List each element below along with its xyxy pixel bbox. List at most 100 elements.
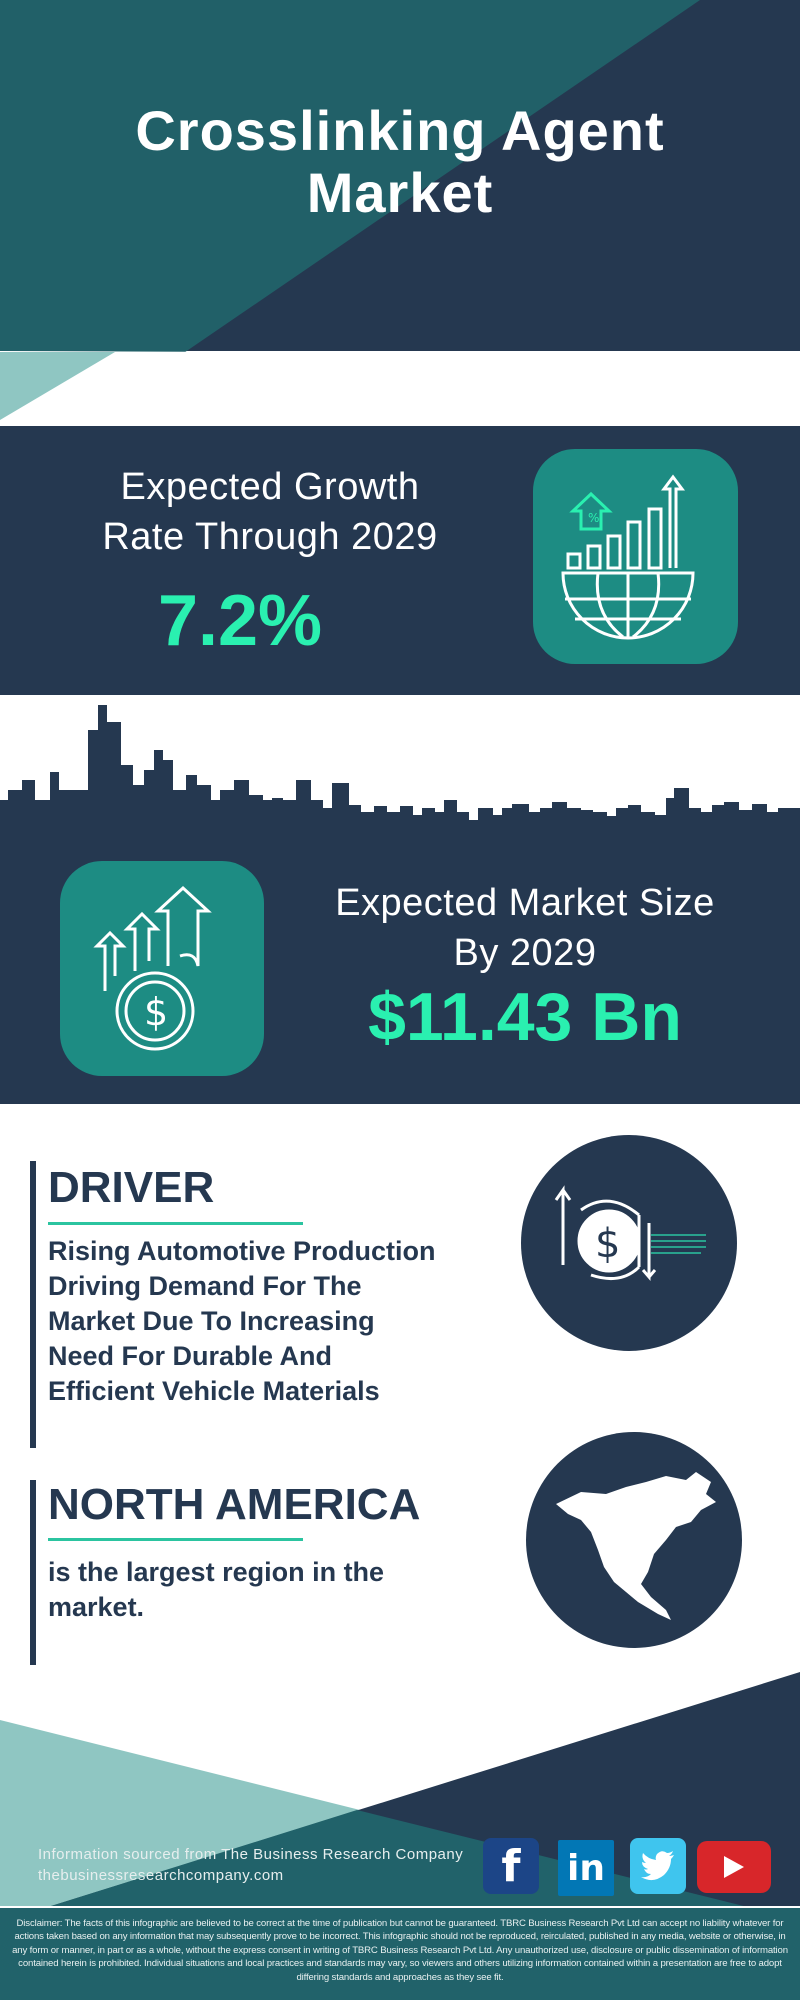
skyline-building: [752, 804, 767, 842]
skyline-building: [412, 815, 423, 842]
skyline-building: [456, 812, 469, 842]
skyline-building: [468, 820, 479, 842]
market-size-icon-box: $: [60, 861, 264, 1076]
skyline-building: [606, 816, 617, 842]
skyline-building: [162, 760, 173, 842]
title-line-1: Crosslinking Agent: [135, 99, 665, 162]
skyline-building: [374, 806, 387, 842]
source-url-link[interactable]: thebusinessresearchcompany.com: [38, 1867, 284, 1884]
region-icon-circle: [526, 1432, 742, 1648]
driver-text: Rising Automotive Production Driving Dem…: [48, 1234, 488, 1409]
skyline-building: [196, 785, 211, 842]
region-underline: [48, 1538, 303, 1541]
skyline-building: [688, 808, 701, 842]
skyline-building: [310, 800, 323, 842]
driver-accent-bar: [30, 1161, 36, 1448]
skyline-building: [34, 800, 51, 842]
driver-underline: [48, 1222, 303, 1225]
youtube-icon[interactable]: [697, 1841, 771, 1893]
twitter-bird-glyph: [641, 1851, 674, 1881]
skyline-building: [766, 812, 779, 842]
skyline-building: [422, 808, 435, 842]
skyline-building: [492, 815, 503, 842]
skyline-building: [348, 805, 361, 842]
skyline-building: [120, 765, 133, 842]
region-accent-bar: [30, 1480, 36, 1665]
skyline-building: [528, 812, 541, 842]
skyline-building: [272, 798, 283, 842]
skyline-building: [98, 705, 107, 842]
svg-text:$: $: [144, 990, 168, 1034]
skyline-building: [248, 795, 263, 842]
title-line-2: Market: [306, 161, 494, 224]
growth-icon-box: %: [533, 449, 738, 664]
market-size-label: Expected Market Size By 2029: [290, 878, 760, 978]
skyline-building: [700, 812, 713, 842]
skyline-building: [282, 800, 297, 842]
north-america-map-icon: [556, 1472, 716, 1620]
page-title: Crosslinking Agent Market: [0, 100, 800, 224]
skyline-building: [220, 790, 235, 842]
market-size-label-line-1: Expected Market Size: [335, 882, 715, 924]
play-glyph: [724, 1856, 744, 1878]
skyline-building: [8, 790, 23, 842]
growth-label-line-2: Rate Through 2029: [102, 516, 438, 558]
facebook-icon[interactable]: f: [483, 1838, 539, 1894]
skyline-building: [478, 808, 493, 842]
skyline-building: [154, 750, 163, 842]
skyline-building: [616, 808, 629, 842]
skyline-building: [778, 808, 800, 842]
skyline-building: [592, 812, 607, 842]
skyline-building: [552, 802, 567, 842]
skyline-building: [444, 800, 457, 842]
skyline-building: [210, 800, 221, 842]
skyline-building: [72, 790, 89, 842]
skyline-building: [322, 808, 333, 842]
growth-label-line-1: Expected Growth: [120, 466, 420, 508]
skyline-building: [106, 722, 121, 842]
driver-line: Rising Automotive Production: [48, 1236, 436, 1266]
skyline-building: [640, 812, 655, 842]
skyline-building: [502, 808, 513, 842]
skyline-building: [400, 806, 413, 842]
growth-label: Expected Growth Rate Through 2029: [40, 462, 500, 562]
driver-line: Market Due To Increasing: [48, 1306, 375, 1336]
skyline-building: [566, 808, 581, 842]
linkedin-icon[interactable]: in: [558, 1840, 614, 1896]
svg-text:$: $: [595, 1221, 620, 1267]
globe-bar-chart-growth-icon: %: [561, 474, 695, 640]
region-text: is the largest region in the market.: [48, 1555, 488, 1625]
skyline-building: [172, 790, 187, 842]
skyline-building: [360, 812, 375, 842]
skyline-building: [712, 805, 725, 842]
market-size-value: $11.43 Bn: [368, 979, 682, 1055]
skyline-building: [22, 780, 35, 842]
driver-line: Need For Durable And: [48, 1341, 333, 1371]
region-line: market.: [48, 1592, 145, 1622]
skyline-building: [186, 775, 197, 842]
skyline-building: [332, 783, 349, 842]
city-skyline: [0, 705, 800, 842]
skyline-building: [540, 808, 553, 842]
skyline-building: [512, 804, 529, 842]
market-size-label-line-2: By 2029: [453, 932, 597, 974]
skyline-building: [58, 790, 73, 842]
skyline-building: [580, 810, 593, 842]
skyline-building: [144, 770, 155, 842]
skyline-building: [654, 815, 667, 842]
source-text: Information sourced from The Business Re…: [38, 1846, 464, 1863]
skyline-building: [666, 798, 677, 842]
driver-icon-circle: $: [521, 1135, 737, 1351]
skyline-building: [724, 802, 739, 842]
skyline-building: [234, 780, 249, 842]
dollar-exchange-arrows-icon: $: [554, 1185, 706, 1282]
svg-text:%: %: [588, 511, 599, 525]
skyline-building: [50, 772, 59, 842]
skyline-building: [88, 730, 99, 842]
skyline-building: [296, 780, 311, 842]
disclaimer-text: Disclaimer: The facts of this infographi…: [12, 1918, 788, 1983]
skyline-building: [262, 800, 273, 842]
skyline-building: [674, 788, 689, 842]
twitter-icon[interactable]: [630, 1838, 686, 1894]
driver-line: Driving Demand For The: [48, 1271, 362, 1301]
